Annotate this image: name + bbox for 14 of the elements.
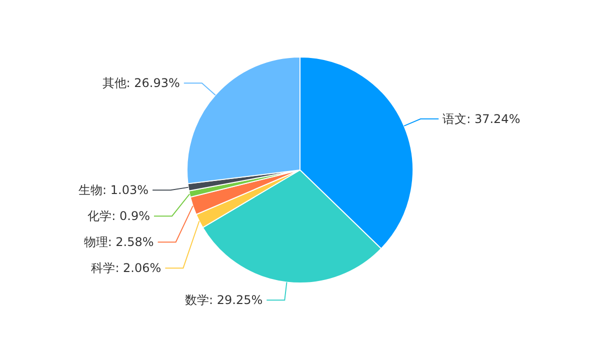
data-label: : 37.24% [466, 112, 520, 126]
slice-label: 数学 [185, 293, 210, 308]
data-label: : 1.03% [102, 183, 149, 198]
slice-label: 化学 [88, 209, 112, 224]
slice-label: 物理 [84, 235, 108, 250]
slice-label: 科学 [91, 261, 116, 276]
data-label: : 26.93% [126, 76, 180, 90]
data-label: : 29.25% [209, 293, 263, 308]
data-label: : 2.06% [115, 261, 162, 276]
slice-label: 其他 [102, 76, 126, 90]
data-label: : 2.58% [108, 235, 154, 250]
slice-label: 语文 [442, 112, 467, 126]
data-label: : 0.9% [112, 209, 150, 224]
slice-label: 生物 [78, 183, 103, 198]
